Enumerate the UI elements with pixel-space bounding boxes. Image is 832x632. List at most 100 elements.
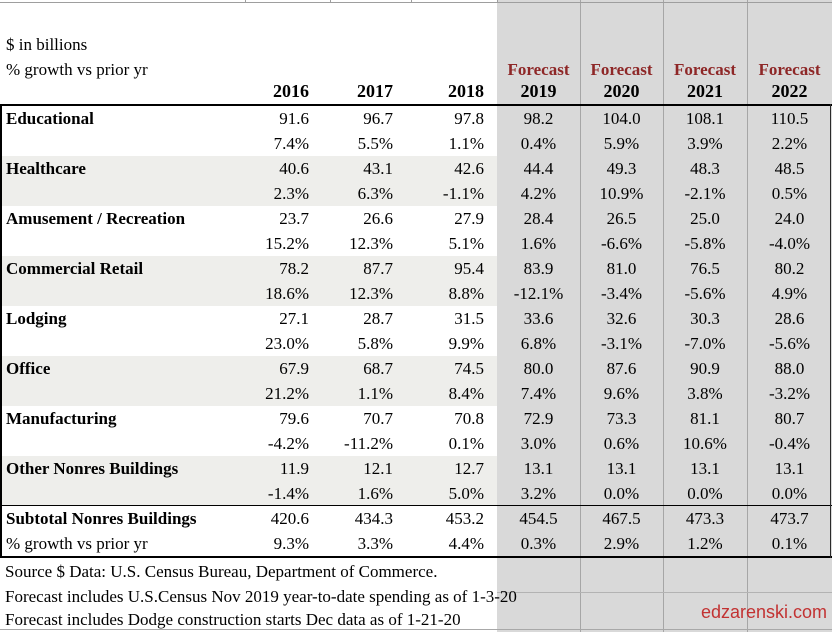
value-cell: 96.7 <box>363 109 393 128</box>
subtotal-forecast-value-cell: 454.5 <box>519 509 558 528</box>
forecast-value-cell: 48.3 <box>690 159 720 178</box>
subtotal-forecast-growth-cell: 2.9% <box>603 534 640 553</box>
subtotal-section: Subtotal Nonres Buildings 420.6 434.3 453.2… <box>0 506 832 556</box>
sector-label: Lodging <box>6 309 67 328</box>
top-gridline <box>0 2 832 3</box>
forecast-value-cell: 110.5 <box>770 109 809 128</box>
forecast-growth-cell: -5.6% <box>684 284 726 303</box>
table-row: 18.6% 12.3% 8.8% -12.1% -3.4% -5.6% 4.9% <box>0 281 832 306</box>
forecast-growth-cell: -5.8% <box>684 234 726 253</box>
forecast-note-census: Forecast includes U.S.Census Nov 2019 ye… <box>5 587 517 606</box>
forecast-growth-cell: 6.8% <box>520 334 557 353</box>
value-cell: 27.1 <box>279 309 309 328</box>
table-row: 15.2% 12.3% 5.1% 1.6% -6.6% -5.8% -4.0% <box>0 231 832 256</box>
growth-cell: 8.4% <box>448 384 484 403</box>
sector-label: Manufacturing <box>6 409 117 428</box>
value-cell: 43.1 <box>363 159 393 178</box>
growth-cell: 0.1% <box>448 434 484 453</box>
subtotal-value-cell: 420.6 <box>270 509 309 528</box>
forecast-growth-cell: 9.6% <box>603 384 640 403</box>
forecast-value-cell: 98.2 <box>523 109 554 128</box>
forecast-value-cell: 73.3 <box>606 409 637 428</box>
spacer-cell <box>0 231 237 256</box>
subtotal-label: Subtotal Nonres Buildings <box>6 509 197 528</box>
value-cell: 11.9 <box>279 459 309 478</box>
table-row: Subtotal Nonres Buildings 420.6 434.3 453.2… <box>0 506 832 531</box>
header-underline <box>0 104 832 106</box>
sector-rows-amusement-recreation: Amusement / Recreation 23.7 26.6 27.9 28.4 26… <box>0 206 832 256</box>
value-cell: 95.4 <box>454 259 484 278</box>
spacer-cell <box>0 381 237 406</box>
forecast-growth-cell: -6.6% <box>600 234 643 253</box>
column-divider <box>663 0 664 632</box>
subtotal-value-cell: 453.2 <box>445 509 484 528</box>
sector-label: Educational <box>6 109 94 128</box>
forecast-growth-cell: 0.6% <box>603 434 640 453</box>
sector-label: Other Nonres Buildings <box>6 459 179 478</box>
table-row: 23.0% 5.8% 9.9% 6.8% -3.1% -7.0% -5.6% <box>0 331 832 356</box>
forecast-growth-cell: 0.0% <box>771 484 808 503</box>
units-label: $ in billions <box>6 35 88 54</box>
sector-rows-office: Office 67.9 68.7 74.5 80.0 87.6 90.9 88.0 21.2% 1… <box>0 356 832 406</box>
forecast-growth-cell: 3.2% <box>520 484 557 503</box>
forecast-value-cell: 76.5 <box>690 259 720 278</box>
forecast-growth-cell: 4.2% <box>520 184 557 203</box>
spacer-cell <box>0 431 237 456</box>
gridline-tick <box>497 0 498 3</box>
forecast-growth-cell: 3.9% <box>687 134 723 153</box>
forecast-value-cell: 90.9 <box>690 359 720 378</box>
sector-rows-manufacturing: Manufacturing 79.6 70.7 70.8 72.9 73.3 81.1 80.… <box>0 406 832 456</box>
growth-cell: -11.2% <box>344 434 393 453</box>
forecast-growth-cell: -5.6% <box>768 334 811 353</box>
forecast-value-cell: 80.2 <box>774 259 805 278</box>
table-row: 21.2% 1.1% 8.4% 7.4% 9.6% 3.8% -3.2% <box>0 381 832 406</box>
growth-cell: 5.1% <box>448 234 484 253</box>
site-watermark-link[interactable]: edzarenski.com <box>700 602 827 622</box>
sector-label: Commercial Retail <box>6 259 144 278</box>
forecast-value-cell: 81.1 <box>690 409 720 428</box>
value-cell: 28.7 <box>363 309 393 328</box>
table-row: Other Nonres Buildings 11.9 12.1 12.7 13.1 13… <box>0 456 832 481</box>
sector-rows-educational: Educational 91.6 96.7 97.8 98.2 104.0 108.1 110… <box>0 106 832 156</box>
subtotal-forecast-value-cell: 467.5 <box>602 509 641 528</box>
gridline-tick <box>330 0 331 3</box>
forecast-growth-cell: -3.4% <box>600 284 643 303</box>
sector-rows-commercial-retail: Commercial Retail 78.2 87.7 95.4 83.9 81.0 76.… <box>0 256 832 306</box>
subtotal-growth-label: % growth vs prior yr <box>6 534 148 553</box>
growth-cell: 9.9% <box>448 334 484 353</box>
growth-cell: 7.4% <box>273 134 309 153</box>
subtotal-growth-cell: 3.3% <box>357 534 393 553</box>
year-header-row: 2016 2017 2018 2019 2020 2021 2022 <box>0 79 832 104</box>
year-header: 2017 <box>357 81 393 101</box>
forecast-value-cell: 83.9 <box>523 259 554 278</box>
forecast-value-cell: 44.4 <box>523 159 554 178</box>
forecast-growth-cell: 0.0% <box>687 484 723 503</box>
forecast-growth-cell: 4.9% <box>771 284 808 303</box>
subtotal-forecast-value-cell: 473.7 <box>770 509 809 528</box>
forecast-label-row: Forecast Forecast Forecast Forecast <box>0 57 832 82</box>
subtotal-forecast-growth-cell: 1.2% <box>687 534 723 553</box>
forecast-growth-cell: -12.1% <box>513 284 564 303</box>
growth-units-label: % growth vs prior yr <box>6 60 148 79</box>
table-row: -4.2% -11.2% 0.1% 3.0% 0.6% 10.6% -0.4% <box>0 431 832 456</box>
spacer-cell <box>0 79 237 104</box>
forecast-value-cell: 49.3 <box>606 159 637 178</box>
table-row: Amusement / Recreation 23.7 26.6 27.9 28.4 26… <box>0 206 832 231</box>
forecast-value-cell: 26.5 <box>606 209 637 228</box>
value-cell: 12.1 <box>363 459 393 478</box>
value-cell: 23.7 <box>279 209 309 228</box>
growth-cell: 5.8% <box>357 334 393 353</box>
sector-label: Healthcare <box>6 159 86 178</box>
sector-rows-other-nonres-buildings: Other Nonres Buildings 11.9 12.1 12.7 13.1 13… <box>0 456 832 506</box>
spacer-cell <box>0 281 237 306</box>
value-cell: 91.6 <box>279 109 309 128</box>
table-row: Educational 91.6 96.7 97.8 98.2 104.0 108.1 110… <box>0 106 832 131</box>
value-cell: 40.6 <box>279 159 309 178</box>
value-cell: 68.7 <box>363 359 393 378</box>
forecast-growth-cell: -7.0% <box>684 334 726 353</box>
year-header: 2016 <box>273 81 309 101</box>
value-cell: 87.7 <box>363 259 393 278</box>
sector-rows-healthcare: Healthcare 40.6 43.1 42.6 44.4 49.3 48.3 48.5 2.… <box>0 156 832 206</box>
value-cell: 78.2 <box>279 259 309 278</box>
forecast-year-header: 2019 <box>520 81 557 101</box>
